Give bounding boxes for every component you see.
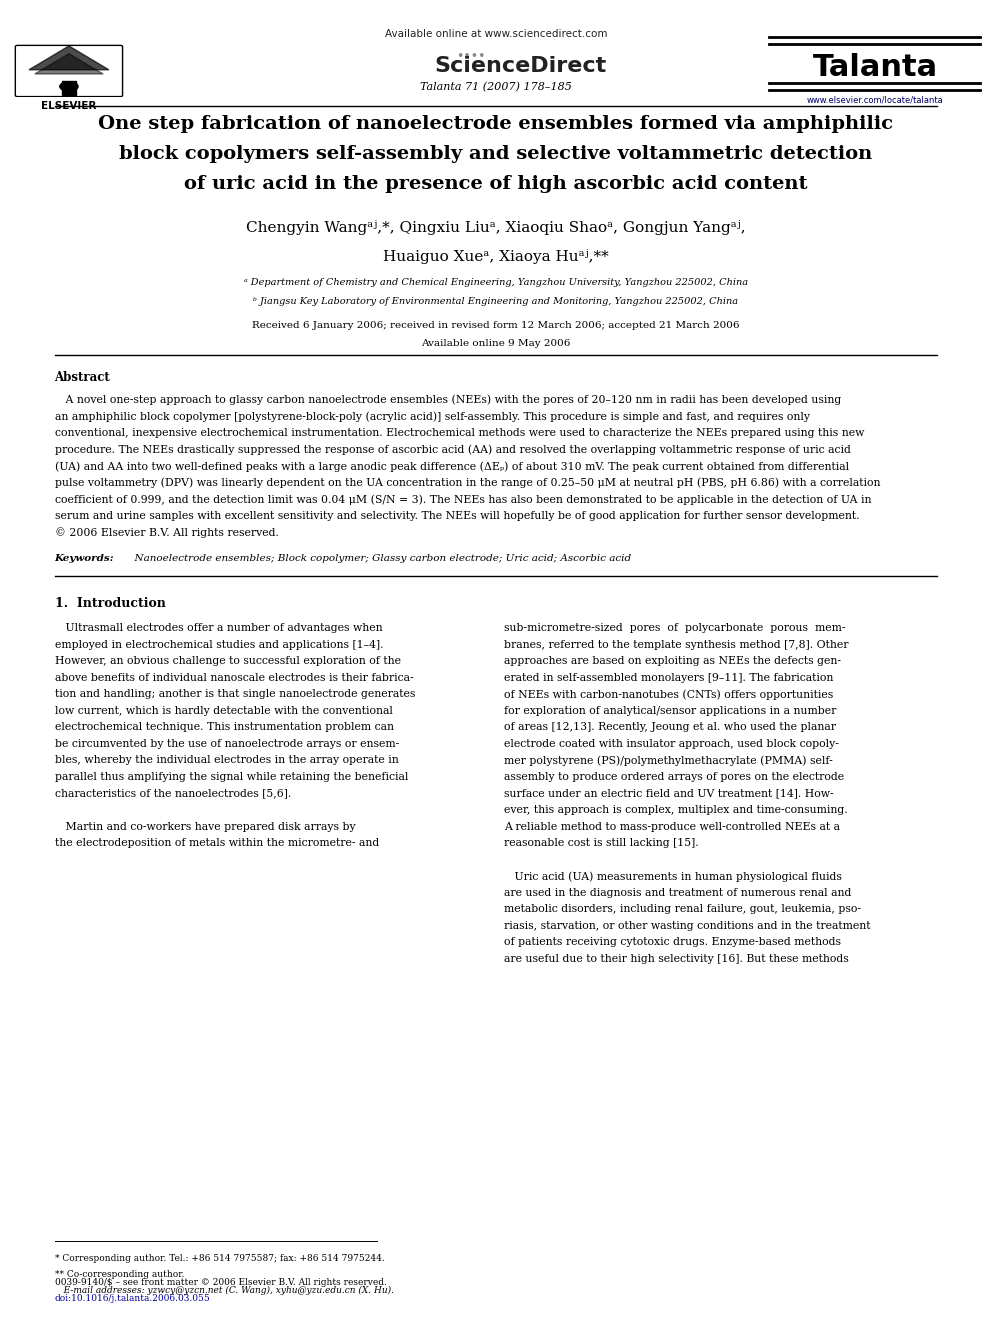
Text: ••••: •••• <box>456 50 486 64</box>
Text: parallel thus amplifying the signal while retaining the beneficial: parallel thus amplifying the signal whil… <box>55 773 408 782</box>
Text: doi:10.1016/j.talanta.2006.03.055: doi:10.1016/j.talanta.2006.03.055 <box>55 1294 210 1303</box>
Text: coefficient of 0.999, and the detection limit was 0.04 μM (S/N = 3). The NEEs ha: coefficient of 0.999, and the detection … <box>55 495 871 504</box>
Text: 1.  Introduction: 1. Introduction <box>55 597 166 610</box>
Circle shape <box>60 82 78 91</box>
Text: However, an obvious challenge to successful exploration of the: However, an obvious challenge to success… <box>55 656 401 667</box>
Text: ᵃ Department of Chemistry and Chemical Engineering, Yangzhou University, Yangzho: ᵃ Department of Chemistry and Chemical E… <box>244 279 748 287</box>
Text: of areas [12,13]. Recently, Jeoung et al. who used the planar: of areas [12,13]. Recently, Jeoung et al… <box>504 722 836 733</box>
Text: ever, this approach is complex, multiplex and time-consuming.: ever, this approach is complex, multiple… <box>504 806 847 815</box>
Text: procedure. The NEEs drastically suppressed the response of ascorbic acid (AA) an: procedure. The NEEs drastically suppress… <box>55 445 850 455</box>
Text: conventional, inexpensive electrochemical instrumentation. Electrochemical metho: conventional, inexpensive electrochemica… <box>55 429 864 438</box>
Text: erated in self-assembled monolayers [9–11]. The fabrication: erated in self-assembled monolayers [9–1… <box>504 673 833 683</box>
Text: Received 6 January 2006; received in revised form 12 March 2006; accepted 21 Mar: Received 6 January 2006; received in rev… <box>252 321 740 329</box>
Text: are useful due to their high selectivity [16]. But these methods: are useful due to their high selectivity… <box>504 954 849 964</box>
Text: are used in the diagnosis and treatment of numerous renal and: are used in the diagnosis and treatment … <box>504 888 851 898</box>
Text: for exploration of analytical/sensor applications in a number: for exploration of analytical/sensor app… <box>504 706 836 716</box>
Text: tion and handling; another is that single nanoelectrode generates: tion and handling; another is that singl… <box>55 689 415 700</box>
Text: Uric acid (UA) measurements in human physiological fluids: Uric acid (UA) measurements in human phy… <box>504 872 842 881</box>
Bar <box>62 81 75 95</box>
Text: riasis, starvation, or other wasting conditions and in the treatment: riasis, starvation, or other wasting con… <box>504 921 870 931</box>
Text: serum and urine samples with excellent sensitivity and selectivity. The NEEs wil: serum and urine samples with excellent s… <box>55 511 859 521</box>
Text: Available online at www.sciencedirect.com: Available online at www.sciencedirect.co… <box>385 29 607 40</box>
Text: Talanta 71 (2007) 178–185: Talanta 71 (2007) 178–185 <box>420 82 572 93</box>
Text: Nanoelectrode ensembles; Block copolymer; Glassy carbon electrode; Uric acid; As: Nanoelectrode ensembles; Block copolymer… <box>128 554 631 564</box>
Text: employed in electrochemical studies and applications [1–4].: employed in electrochemical studies and … <box>55 640 383 650</box>
Text: E-mail addresses: yzwcy@yzcn.net (C. Wang), xyhu@yzu.edu.cn (X. Hu).: E-mail addresses: yzwcy@yzcn.net (C. Wan… <box>55 1286 394 1295</box>
Text: A reliable method to mass-produce well-controlled NEEs at a: A reliable method to mass-produce well-c… <box>504 822 840 832</box>
Polygon shape <box>35 54 103 74</box>
Text: www.elsevier.com/locate/talanta: www.elsevier.com/locate/talanta <box>806 95 943 105</box>
Text: mer polystyrene (PS)/polymethylmethacrylate (PMMA) self-: mer polystyrene (PS)/polymethylmethacryl… <box>504 755 832 766</box>
Text: Chengyin Wangᵃʲ,*, Qingxiu Liuᵃ, Xiaoqiu Shaoᵃ, Gongjun Yangᵃʲ,: Chengyin Wangᵃʲ,*, Qingxiu Liuᵃ, Xiaoqiu… <box>246 220 746 235</box>
Text: low current, which is hardly detectable with the conventional: low current, which is hardly detectable … <box>55 706 393 716</box>
Text: of NEEs with carbon-nanotubes (CNTs) offers opportunities: of NEEs with carbon-nanotubes (CNTs) off… <box>504 689 833 700</box>
Text: One step fabrication of nanoelectrode ensembles formed via amphiphilic: One step fabrication of nanoelectrode en… <box>98 115 894 134</box>
Text: Keywords:: Keywords: <box>55 554 114 564</box>
Text: Huaiguo Xueᵃ, Xiaoya Huᵃʲ,**: Huaiguo Xueᵃ, Xiaoya Huᵃʲ,** <box>383 249 609 265</box>
Text: Available online 9 May 2006: Available online 9 May 2006 <box>422 340 570 348</box>
Text: above benefits of individual nanoscale electrodes is their fabrica-: above benefits of individual nanoscale e… <box>55 673 414 683</box>
Text: ** Co-corresponding author.: ** Co-corresponding author. <box>55 1270 185 1279</box>
Text: branes, referred to the template synthesis method [7,8]. Other: branes, referred to the template synthes… <box>504 640 848 650</box>
Text: of uric acid in the presence of high ascorbic acid content: of uric acid in the presence of high asc… <box>185 175 807 193</box>
Text: assembly to produce ordered arrays of pores on the electrode: assembly to produce ordered arrays of po… <box>504 773 844 782</box>
Text: approaches are based on exploiting as NEEs the defects gen-: approaches are based on exploiting as NE… <box>504 656 841 667</box>
Text: bles, whereby the individual electrodes in the array operate in: bles, whereby the individual electrodes … <box>55 755 399 766</box>
Text: reasonable cost is still lacking [15].: reasonable cost is still lacking [15]. <box>504 839 698 848</box>
Text: ScienceDirect: ScienceDirect <box>434 56 607 75</box>
Text: A novel one-step approach to glassy carbon nanoelectrode ensembles (NEEs) with t: A novel one-step approach to glassy carb… <box>55 396 841 405</box>
Text: (UA) and AA into two well-defined peaks with a large anodic peak difference (ΔEₚ: (UA) and AA into two well-defined peaks … <box>55 462 849 471</box>
Text: Abstract: Abstract <box>55 372 110 384</box>
Text: pulse voltammetry (DPV) was linearly dependent on the UA concentration in the ra: pulse voltammetry (DPV) was linearly dep… <box>55 478 880 488</box>
Text: Ultrasmall electrodes offer a number of advantages when: Ultrasmall electrodes offer a number of … <box>55 623 382 634</box>
FancyBboxPatch shape <box>15 45 123 97</box>
Text: metabolic disorders, including renal failure, gout, leukemia, pso-: metabolic disorders, including renal fai… <box>504 905 861 914</box>
Text: characteristics of the nanoelectrodes [5,6].: characteristics of the nanoelectrodes [5… <box>55 789 291 799</box>
Text: * Corresponding author. Tel.: +86 514 7975587; fax: +86 514 7975244.: * Corresponding author. Tel.: +86 514 79… <box>55 1254 384 1263</box>
Polygon shape <box>29 46 109 70</box>
Text: Martin and co-workers have prepared disk arrays by: Martin and co-workers have prepared disk… <box>55 822 355 832</box>
Text: electrode coated with insulator approach, used block copoly-: electrode coated with insulator approach… <box>504 740 839 749</box>
Text: sub-micrometre-sized  pores  of  polycarbonate  porous  mem-: sub-micrometre-sized pores of polycarbon… <box>504 623 845 634</box>
Text: of patients receiving cytotoxic drugs. Enzyme-based methods: of patients receiving cytotoxic drugs. E… <box>504 938 841 947</box>
Text: © 2006 Elsevier B.V. All rights reserved.: © 2006 Elsevier B.V. All rights reserved… <box>55 528 279 538</box>
Text: Talanta: Talanta <box>812 53 937 82</box>
Text: the electrodeposition of metals within the micrometre- and: the electrodeposition of metals within t… <box>55 839 379 848</box>
Text: surface under an electric field and UV treatment [14]. How-: surface under an electric field and UV t… <box>504 789 833 799</box>
Text: an amphiphilic block copolymer [polystyrene-block-poly (acrylic acid)] self-asse: an amphiphilic block copolymer [polystyr… <box>55 411 809 422</box>
Text: electrochemical technique. This instrumentation problem can: electrochemical technique. This instrume… <box>55 722 394 733</box>
Text: 0039-9140/$ – see front matter © 2006 Elsevier B.V. All rights reserved.: 0039-9140/$ – see front matter © 2006 El… <box>55 1278 387 1287</box>
Text: ᵇ Jiangsu Key Laboratory of Environmental Engineering and Monitoring, Yangzhou 2: ᵇ Jiangsu Key Laboratory of Environmenta… <box>253 298 739 306</box>
Text: be circumvented by the use of nanoelectrode arrays or ensem-: be circumvented by the use of nanoelectr… <box>55 740 399 749</box>
Text: ELSEVIER: ELSEVIER <box>42 101 96 111</box>
Text: block copolymers self-assembly and selective voltammetric detection: block copolymers self-assembly and selec… <box>119 144 873 163</box>
